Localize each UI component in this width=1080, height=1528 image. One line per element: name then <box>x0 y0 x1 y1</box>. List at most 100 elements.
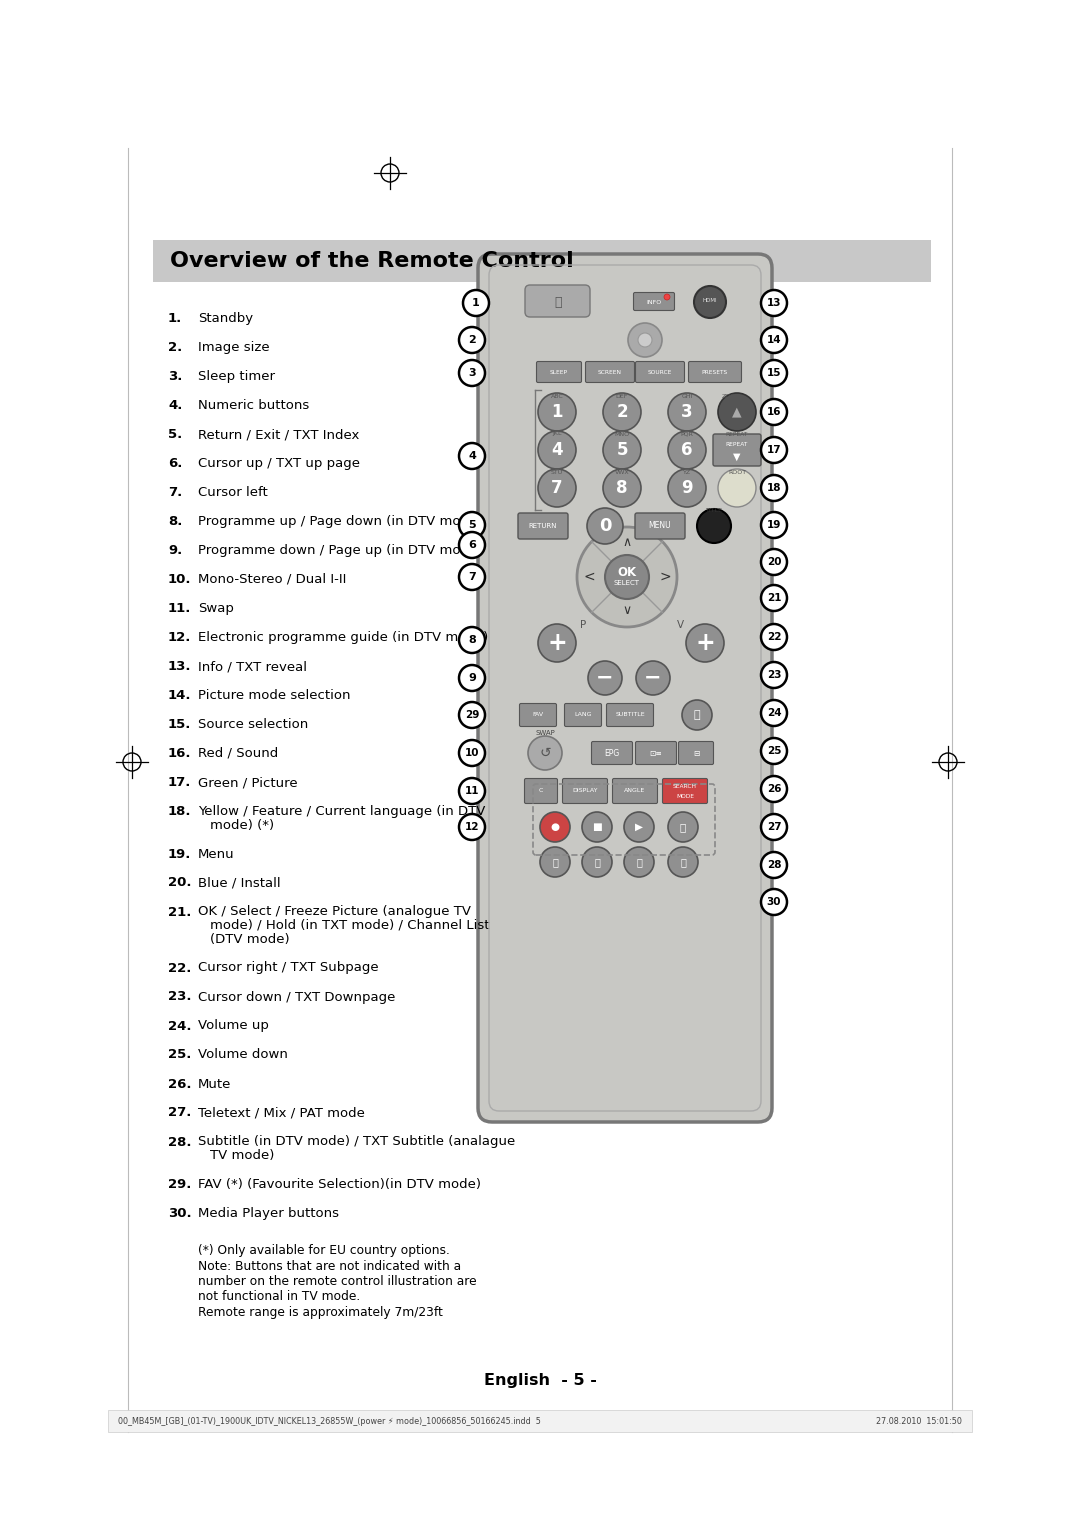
Text: YZ: YZ <box>683 469 691 475</box>
Text: 27.08.2010  15:01:50: 27.08.2010 15:01:50 <box>876 1416 962 1426</box>
Text: 3: 3 <box>469 368 476 377</box>
Text: 0: 0 <box>598 516 611 535</box>
Text: EPG: EPG <box>605 749 620 758</box>
Text: 12: 12 <box>464 822 480 833</box>
Text: OK: OK <box>618 567 636 579</box>
Circle shape <box>761 585 787 611</box>
Text: Numeric buttons: Numeric buttons <box>198 399 309 413</box>
Circle shape <box>538 469 576 507</box>
Text: 11: 11 <box>464 785 480 796</box>
Text: 2: 2 <box>617 403 627 422</box>
Text: Volume down: Volume down <box>198 1048 288 1062</box>
Text: Programme up / Page down (in DTV mode): Programme up / Page down (in DTV mode) <box>198 515 483 529</box>
Circle shape <box>603 393 642 431</box>
Circle shape <box>761 327 787 353</box>
Text: Cursor up / TXT up page: Cursor up / TXT up page <box>198 457 360 471</box>
Text: 15.: 15. <box>168 718 191 730</box>
Text: Mute: Mute <box>198 1077 231 1091</box>
Text: Menu: Menu <box>198 848 234 860</box>
Text: 8: 8 <box>468 636 476 645</box>
Text: Green / Picture: Green / Picture <box>198 776 298 788</box>
Text: (*) Only available for EU country options.: (*) Only available for EU country option… <box>198 1244 450 1258</box>
Text: English  - 5 -: English - 5 - <box>484 1372 596 1387</box>
Circle shape <box>459 327 485 353</box>
Text: 28: 28 <box>767 860 781 869</box>
Text: ▼: ▼ <box>733 452 741 461</box>
Text: 5.: 5. <box>168 428 183 442</box>
Text: 7: 7 <box>551 478 563 497</box>
Text: 7.: 7. <box>168 486 183 500</box>
Circle shape <box>459 361 485 387</box>
FancyBboxPatch shape <box>607 703 653 726</box>
Text: 1: 1 <box>472 298 480 309</box>
Text: Volume up: Volume up <box>198 1019 269 1033</box>
Text: SELECT: SELECT <box>615 581 640 587</box>
Circle shape <box>669 393 706 431</box>
Text: Blue / Install: Blue / Install <box>198 877 281 889</box>
Text: 9: 9 <box>681 478 692 497</box>
Text: ⊡≡: ⊡≡ <box>650 749 662 758</box>
Circle shape <box>761 437 787 463</box>
Circle shape <box>761 399 787 425</box>
Text: 22.: 22. <box>168 961 191 975</box>
Text: DISPLAY: DISPLAY <box>572 788 597 793</box>
Text: ■: ■ <box>592 822 602 833</box>
Circle shape <box>459 443 485 469</box>
Circle shape <box>761 512 787 538</box>
Circle shape <box>627 322 662 358</box>
Text: number on the remote control illustration are: number on the remote control illustratio… <box>198 1274 476 1288</box>
Text: DEF: DEF <box>616 394 629 399</box>
Text: 13.: 13. <box>168 660 191 672</box>
Text: REPEAT: REPEAT <box>726 443 748 448</box>
Text: 29.: 29. <box>168 1178 191 1190</box>
Text: VWX: VWX <box>615 469 630 475</box>
Circle shape <box>761 814 787 840</box>
FancyBboxPatch shape <box>478 254 772 1122</box>
Text: ⏩: ⏩ <box>594 857 599 866</box>
FancyBboxPatch shape <box>108 1410 972 1432</box>
FancyBboxPatch shape <box>585 362 635 382</box>
Text: 24.: 24. <box>168 1019 191 1033</box>
Text: ⏸: ⏸ <box>680 822 686 833</box>
Text: 1: 1 <box>551 403 563 422</box>
Text: SUBTITLE: SUBTITLE <box>616 712 645 718</box>
Text: Image size: Image size <box>198 341 270 354</box>
Text: 6.: 6. <box>168 457 183 471</box>
Text: ⏻: ⏻ <box>554 295 562 309</box>
Circle shape <box>638 333 652 347</box>
Text: JKL: JKL <box>552 431 562 437</box>
Circle shape <box>459 512 485 538</box>
Text: Source selection: Source selection <box>198 718 308 730</box>
Circle shape <box>761 549 787 575</box>
Text: Remote range is approximately 7m/23ft: Remote range is approximately 7m/23ft <box>198 1306 443 1319</box>
Text: MNO: MNO <box>615 431 630 437</box>
Text: SEARCH: SEARCH <box>673 784 697 790</box>
Text: Swap: Swap <box>198 602 234 614</box>
Text: Standby: Standby <box>198 312 253 325</box>
FancyBboxPatch shape <box>612 778 658 804</box>
Text: 7: 7 <box>468 571 476 582</box>
Text: STU: STU <box>551 469 563 475</box>
Text: ZOOM: ZOOM <box>723 394 742 399</box>
Text: 17: 17 <box>767 445 781 455</box>
Circle shape <box>582 847 612 877</box>
FancyBboxPatch shape <box>525 778 557 804</box>
Text: REPEAT: REPEAT <box>726 431 748 437</box>
Circle shape <box>463 290 489 316</box>
Text: 22: 22 <box>767 633 781 642</box>
Circle shape <box>459 532 485 558</box>
Circle shape <box>761 776 787 802</box>
Text: 30: 30 <box>767 897 781 908</box>
Text: 2.: 2. <box>168 341 183 354</box>
Text: Mono-Stereo / Dual I-II: Mono-Stereo / Dual I-II <box>198 573 347 587</box>
Text: MENU: MENU <box>649 521 672 530</box>
Text: PRESETS: PRESETS <box>702 370 728 374</box>
Text: mode) (*): mode) (*) <box>210 819 274 831</box>
FancyBboxPatch shape <box>537 362 581 382</box>
Circle shape <box>718 393 756 431</box>
Text: 24: 24 <box>767 707 781 718</box>
Text: 5: 5 <box>469 520 476 530</box>
Text: ⊟: ⊟ <box>692 749 699 758</box>
Text: ↺: ↺ <box>539 746 551 759</box>
Text: Cursor left: Cursor left <box>198 486 268 500</box>
